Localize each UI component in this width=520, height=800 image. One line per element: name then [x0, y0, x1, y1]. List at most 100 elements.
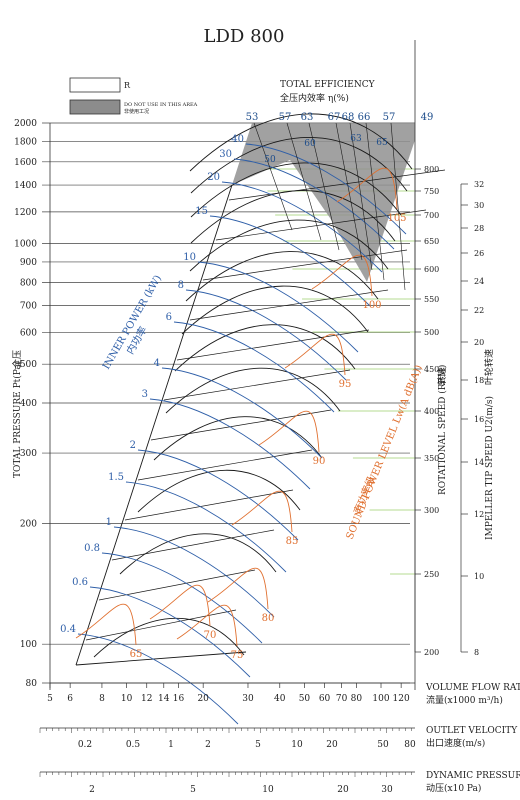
sound-power-value-label: 80	[262, 613, 275, 624]
y-tick-label: 200	[20, 520, 37, 530]
rpm-tick-label: 750	[424, 187, 439, 196]
rpm-tick-label: 650	[424, 237, 439, 246]
system-line	[150, 409, 332, 441]
sound-power-curve	[207, 567, 269, 610]
tip-tick-label: 8	[474, 648, 479, 657]
legend-r-label: R	[124, 81, 131, 90]
rpm-axis-label-en: ROTATIONAL SPEED (RPM)	[437, 365, 448, 495]
y-tick-label: 1600	[14, 158, 37, 168]
axes: 8010020030040050060070080090010001200140…	[14, 40, 484, 795]
velocity-tick-label: 10	[291, 740, 303, 750]
rpm-curve	[153, 416, 323, 461]
efficiency-inner-label: 50	[264, 155, 276, 165]
rpm-tick-label: 550	[424, 295, 439, 304]
tip-tick-label: 22	[474, 306, 484, 315]
rpm-tick-label: 500	[424, 328, 439, 337]
efficiency-line	[349, 122, 373, 271]
y-tick-label: 700	[20, 302, 37, 312]
rpm-curve	[190, 162, 402, 218]
x-tick-label: 40	[274, 694, 286, 704]
efficiency-line	[365, 122, 385, 281]
velocity-tick-label: 1	[168, 740, 174, 750]
x-tick-label: 100	[372, 694, 389, 704]
sound-power-value-label: 100	[362, 300, 381, 311]
sound-power-value-label: 75	[231, 650, 244, 661]
efficiency-title-en: TOTAL EFFICIENCY	[280, 80, 376, 90]
y-axis-label-en: TOTAL PRESSURE Pt(Pa)	[12, 361, 23, 478]
rpm-tick-label: 800	[424, 165, 439, 174]
legend-restricted-label-en: DO NOT USE IN THIS AREA	[124, 102, 198, 108]
tip-tick-label: 30	[474, 201, 484, 210]
inner-power-curve	[137, 449, 299, 541]
y-tick-label: 1800	[14, 137, 37, 147]
system-line	[124, 489, 294, 521]
inner-power-curve	[233, 158, 395, 250]
dynamic-axis-label-cn: 动压(x10 Pa)	[426, 783, 481, 794]
x-tick-label: 50	[299, 694, 311, 704]
y-tick-label: 80	[26, 679, 38, 689]
x-tick-label: 70	[336, 694, 348, 704]
rpm-tick-label: 450	[424, 365, 439, 374]
x-tick-label: 5	[47, 694, 53, 704]
dynamic-tick-label: 20	[337, 785, 349, 795]
efficiency-title-cn: 全压内效率 η(%)	[280, 92, 349, 104]
sound-power-curve	[75, 603, 137, 646]
sound-power-curve	[258, 410, 320, 453]
rpm-curve	[181, 285, 369, 335]
efficiency-line	[253, 122, 293, 231]
efficiency-lines	[253, 122, 406, 291]
efficiency-value-label: 57	[383, 112, 396, 123]
efficiency-value-label: 57	[279, 112, 292, 123]
x-tick-label: 10	[121, 694, 133, 704]
x-tick-label: 30	[242, 694, 254, 704]
chart-title: LDD 800	[204, 26, 285, 47]
inner-power-value-label: 2	[130, 440, 136, 451]
x-tick-label: 14	[158, 694, 170, 704]
sound-power-curve	[311, 254, 373, 297]
system-line	[228, 169, 446, 201]
efficiency-line	[308, 122, 340, 251]
rpm-tick-label: 250	[424, 570, 439, 579]
tip-tick-label: 26	[474, 249, 484, 258]
y-tick-label: 1000	[14, 240, 37, 250]
inner-power-curve	[89, 586, 251, 678]
system-line	[137, 449, 313, 481]
efficiency-inner-label: 60	[304, 139, 316, 149]
x-tick-label: 60	[319, 694, 331, 704]
rpm-curve	[185, 251, 379, 302]
inner-power-value-label: 8	[178, 280, 184, 291]
inner-power-value-label: 40	[231, 134, 244, 145]
inner-power-value-label: 1.5	[108, 472, 124, 483]
rpm-curves	[75, 113, 446, 666]
efficiency-value-label: 66	[358, 112, 371, 123]
system-line	[163, 369, 351, 401]
sound-power-curve	[231, 490, 293, 533]
inner-power-curve	[77, 633, 239, 725]
efficiency-value-label: 68	[342, 112, 355, 123]
efficiency-line	[286, 122, 322, 241]
dynamic-tick-label: 10	[262, 785, 274, 795]
inner-power-value-label: 3	[142, 389, 148, 400]
rpm-tick-label: 600	[424, 265, 439, 274]
x-axis-label-en: VOLUME FLOW RATE	[425, 683, 520, 693]
x-tick-label: 6	[67, 694, 73, 704]
inner-power-curve	[245, 143, 407, 235]
velocity-axis-label-cn: 出口速度(m/s)	[426, 737, 485, 749]
inner-power-value-label: 4	[154, 358, 160, 369]
y-axis-label-cn: 全压	[11, 350, 23, 368]
inner-power-value-label: 15	[195, 206, 208, 217]
sound-power-curve	[176, 604, 238, 647]
dynamic-tick-label: 2	[89, 785, 95, 795]
system-line	[202, 249, 408, 281]
efficiency-inner-label: 63	[350, 134, 362, 144]
curve-labels: 0.40.60.811.5234681015203040657075808590…	[60, 112, 433, 661]
sound-power-value-label: 65	[130, 649, 143, 660]
sound-power-value-label: 90	[313, 456, 326, 467]
y-tick-label: 100	[20, 640, 37, 650]
velocity-tick-label: 5	[255, 740, 261, 750]
rpm-curve	[189, 219, 389, 272]
dynamic-axis-label-en: DYNAMIC PRESSURE	[426, 771, 520, 781]
velocity-tick-label: 2	[205, 740, 211, 750]
y-tick-label: 500	[20, 360, 37, 370]
y-tick-label: 400	[20, 399, 37, 409]
